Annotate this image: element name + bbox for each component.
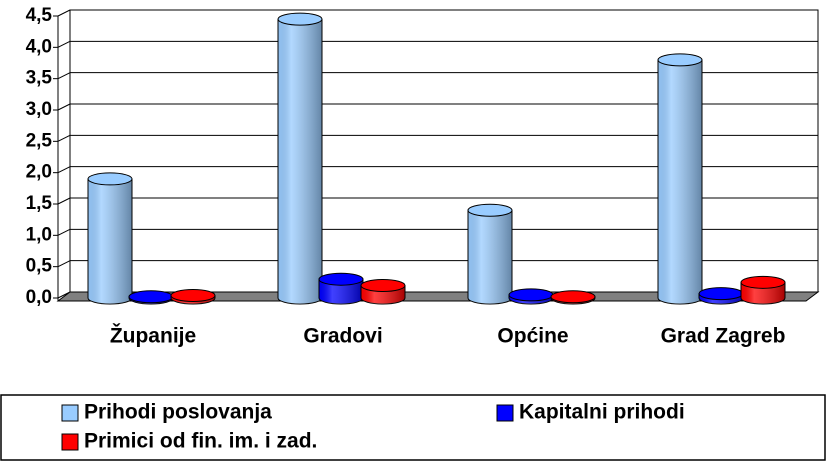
bar-top (360, 278, 406, 292)
bar-top (467, 203, 513, 217)
plot-wall (69, 9, 819, 293)
legend-label: Primici od fin. im. i zad. (84, 430, 317, 453)
grid-line (57, 166, 71, 174)
legend-swatch (61, 433, 79, 451)
bar-top (128, 290, 174, 304)
y-tick-label: 0,0 (26, 287, 52, 308)
bar-top (508, 288, 554, 302)
grid-line (57, 9, 71, 17)
bar-top (318, 272, 364, 286)
y-tick-label: 0,5 (26, 256, 53, 277)
grid-line (57, 228, 71, 236)
y-tick-label: 4,0 (26, 36, 52, 57)
y-tick-label: 2,5 (26, 130, 53, 151)
grid-line (57, 260, 71, 268)
y-tick-label: 1,5 (26, 193, 53, 214)
bar-top (87, 172, 133, 186)
bar-top (740, 275, 786, 289)
bar-shade (278, 19, 322, 305)
x-tick-label: Županije (110, 324, 196, 348)
grid-line (57, 103, 71, 111)
y-tick-label: 3,0 (26, 99, 52, 120)
bar-shade (319, 279, 363, 304)
y-tick-label: 2,0 (26, 162, 52, 183)
y-tick-label: 4,5 (26, 5, 53, 26)
x-tick-label: Općine (497, 325, 568, 348)
x-tick-label: Gradovi (303, 325, 382, 348)
bar-top (657, 53, 703, 67)
legend-swatch (61, 404, 79, 422)
bar-top (277, 12, 323, 26)
bar-shade (468, 210, 512, 304)
bar-top (550, 290, 596, 304)
legend-label: Prihodi poslovanja (84, 401, 272, 424)
legend-box (0, 394, 826, 461)
grid-line (57, 134, 71, 142)
grid-line (57, 72, 71, 80)
legend-swatch (496, 404, 514, 422)
bar-top (698, 287, 744, 301)
bar-top (170, 288, 216, 302)
bar-shade (658, 59, 702, 304)
grid-line (57, 197, 71, 205)
bar-shade (88, 178, 132, 304)
y-tick-label: 3,5 (26, 68, 53, 89)
legend-label: Kapitalni prihodi (519, 401, 685, 424)
grid-line (57, 40, 71, 48)
y-tick-label: 1,0 (26, 224, 52, 245)
x-tick-label: Grad Zagreb (661, 325, 786, 348)
